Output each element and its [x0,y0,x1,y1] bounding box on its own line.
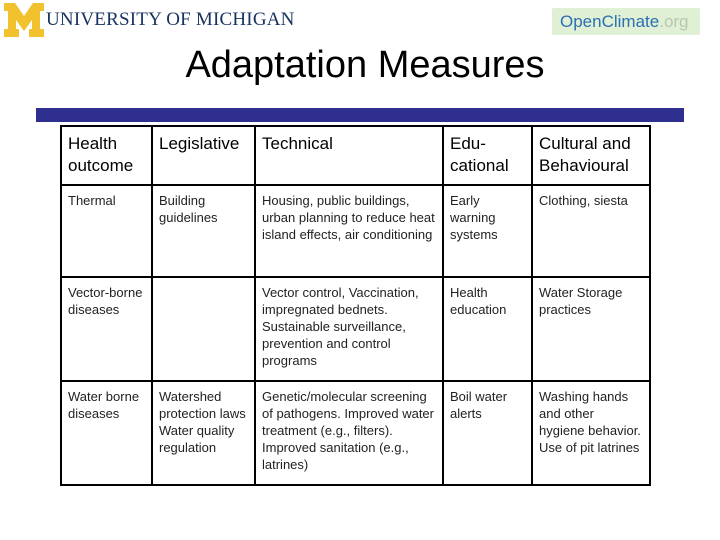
cell-cultural: Washing hands and other hygiene behavior… [531,380,651,486]
page-title: Adaptation Measures [185,44,545,86]
openclimate-open: Open [560,12,602,31]
header-health-outcome: Health outcome [60,125,153,186]
cell-technical: Housing, public buildings, urban plannin… [254,184,444,278]
cell-cultural: Clothing, siesta [531,184,651,278]
openclimate-tld: .org [659,12,689,31]
header-cultural: Cultural and Behavioural [531,125,651,186]
cell-educational: Early warning systems [442,184,533,278]
cell-educational: Health education [442,276,533,382]
title-divider [36,108,684,122]
cell-educational: Boil water alerts [442,380,533,486]
cell-cultural: Water Storage practices [531,276,651,382]
cell-technical: Genetic/molecular screening of pathogens… [254,380,444,486]
cell-outcome: Thermal [60,184,153,278]
block-m-icon [4,3,44,37]
table-row: Water borne diseases Watershed protectio… [60,380,651,486]
openclimate-logo: OpenClimate.org [552,8,700,35]
cell-outcome: Water borne diseases [60,380,153,486]
table-row: Vector-borne diseases Vector control, Va… [60,276,651,382]
header-educational: Edu- cational [442,125,533,186]
cell-legislative: Watershed protection laws Water quality … [151,380,256,486]
openclimate-climate: Climate [601,12,660,31]
cell-technical: Vector control, Vaccination, impregnated… [254,276,444,382]
header-legislative: Legislative [151,125,256,186]
table-row: Thermal Building guidelines Housing, pub… [60,184,651,278]
table-header-row: Health outcome Legislative Technical Edu… [60,125,651,186]
cell-outcome: Vector-borne diseases [60,276,153,382]
university-name: UNIVERSITY OF MICHIGAN [46,9,295,30]
cell-legislative [151,276,256,382]
adaptation-table: Health outcome Legislative Technical Edu… [60,125,651,486]
cell-legislative: Building guidelines [151,184,256,278]
header-technical: Technical [254,125,444,186]
